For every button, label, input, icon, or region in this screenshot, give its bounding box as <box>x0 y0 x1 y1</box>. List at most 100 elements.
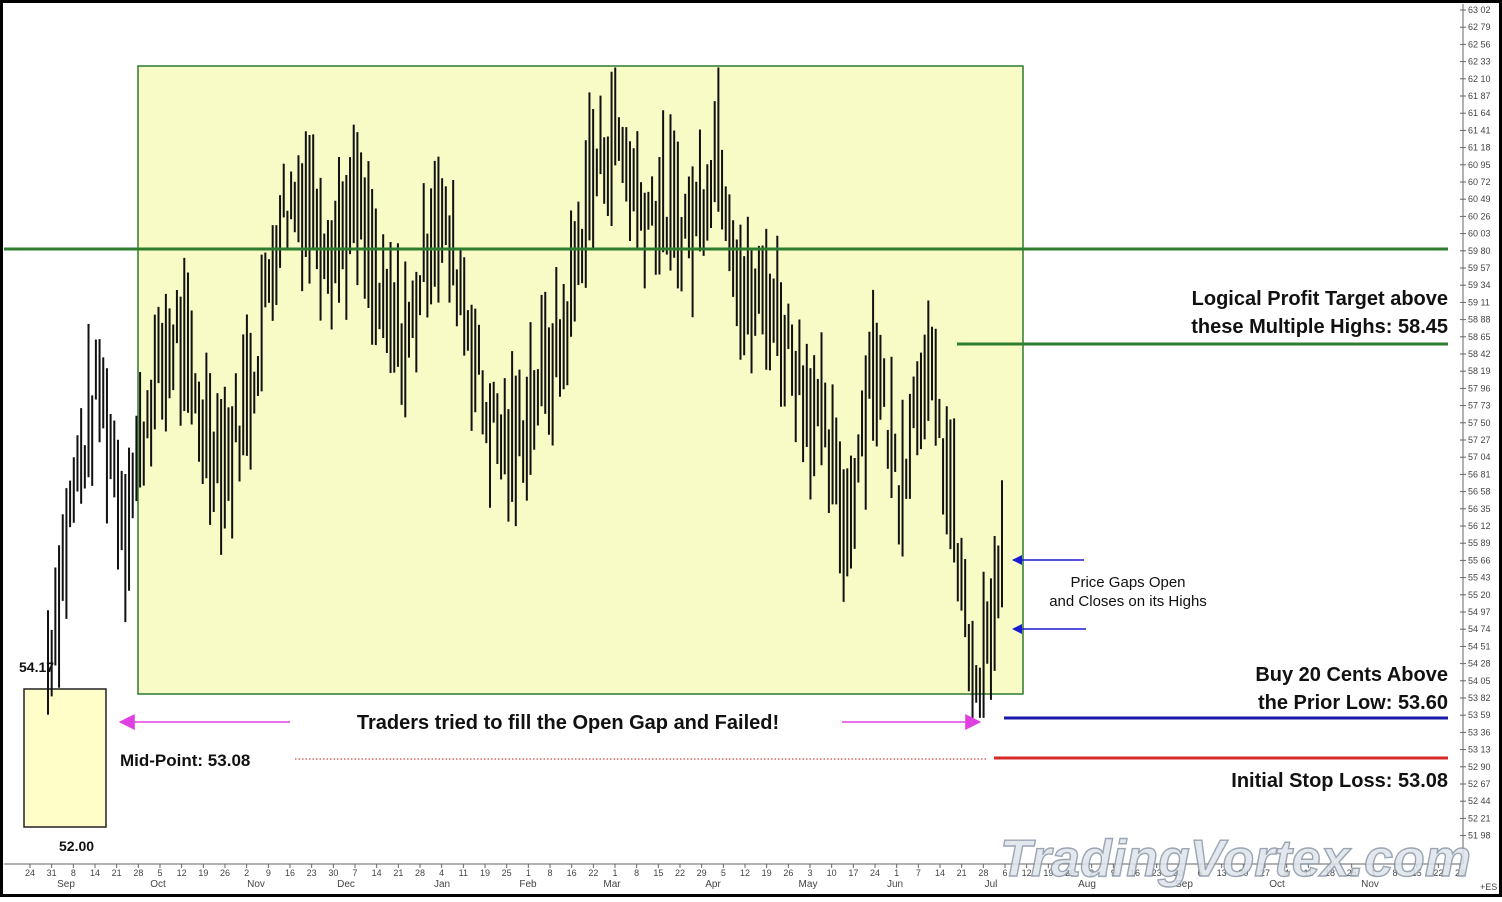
midpoint-label: Mid-Point: 53.08 <box>120 751 250 770</box>
price-tick-label: 63 02 <box>1468 5 1491 15</box>
price-tick-label: 56 58 <box>1468 487 1491 497</box>
price-tick-label: 61 41 <box>1468 125 1491 135</box>
price-tick-label: 59 34 <box>1468 280 1491 290</box>
month-label: Jan <box>434 879 450 890</box>
day-tick-label: 19 <box>1043 868 1053 878</box>
stop-loss-label: Initial Stop Loss: 53.08 <box>1231 770 1448 792</box>
day-tick-label: 1 <box>1371 868 1376 878</box>
price-tick-label: 60 72 <box>1468 177 1491 187</box>
day-tick-label: 27 <box>1260 868 1270 878</box>
price-tick-label: 55 20 <box>1468 590 1491 600</box>
price-tick-label: 62 10 <box>1468 74 1491 84</box>
day-tick-label: 19 <box>762 868 772 878</box>
day-tick-label: 12 <box>1022 868 1032 878</box>
day-tick-label: 4 <box>1284 868 1289 878</box>
day-tick-label: 23 <box>307 868 317 878</box>
price-tick-label: 57 50 <box>1468 418 1491 428</box>
price-tick-label: 57 04 <box>1468 452 1491 462</box>
day-tick-label: 16 <box>285 868 295 878</box>
day-tick-label: 8 <box>634 868 639 878</box>
month-label: May <box>799 879 818 890</box>
price-tick-label: 52 44 <box>1468 796 1491 806</box>
price-tick-label: 62 56 <box>1468 39 1491 49</box>
price-tick-label: 58 42 <box>1468 349 1491 359</box>
day-tick-label: 4 <box>439 868 444 878</box>
price-axis-ticks: 63 02 62 79 62 56 62 33 62 10 61 87 61 64 61 41… <box>1460 5 1491 841</box>
gap-arrow-lower-head <box>1012 624 1022 634</box>
day-tick-label: 22 <box>588 868 598 878</box>
buy-label-line2: the Prior Low: 53.60 <box>1258 692 1448 714</box>
day-tick-label: 2 <box>1089 868 1094 878</box>
day-tick-label: 26 <box>783 868 793 878</box>
day-tick-label: 19 <box>480 868 490 878</box>
price-tick-label: 60 03 <box>1468 229 1491 239</box>
price-tick-label: 58 88 <box>1468 315 1491 325</box>
price-tick-label: 53 59 <box>1468 710 1491 720</box>
profit-target-label-line2: these Multiple Highs: 58.45 <box>1191 316 1448 338</box>
month-label: Dec <box>337 879 355 890</box>
day-tick-label: 21 <box>112 868 122 878</box>
day-tick-label: 11 <box>1304 868 1313 878</box>
day-tick-label: 22 <box>675 868 685 878</box>
month-label: Aug <box>1078 879 1096 890</box>
month-label: Jul <box>985 879 998 890</box>
day-tick-label: 3 <box>807 868 812 878</box>
price-tick-label: 60 26 <box>1468 211 1491 221</box>
day-tick-label: 24 <box>25 868 35 878</box>
price-tick-label: 62 33 <box>1468 57 1491 67</box>
price-tick-label: 53 13 <box>1468 745 1491 755</box>
month-label: Oct <box>1269 879 1285 890</box>
price-tick-label: 53 82 <box>1468 693 1491 703</box>
gap-note-line2: and Closes on its Highs <box>1049 593 1207 610</box>
day-tick-label: 12 <box>177 868 187 878</box>
month-label: Feb <box>519 879 537 890</box>
day-tick-label: 22 <box>1433 868 1443 878</box>
day-tick-label: 26 <box>220 868 230 878</box>
price-tick-label: 59 11 <box>1468 297 1490 307</box>
price-tick-label: 56 35 <box>1468 504 1491 514</box>
month-label: Sep <box>57 879 75 890</box>
day-tick-label: 14 <box>935 868 945 878</box>
day-tick-label: 21 <box>957 868 967 878</box>
price-tick-label: 60 95 <box>1468 160 1491 170</box>
watermark-logo: TradingVortex.com <box>1000 830 1471 888</box>
day-tick-label: 14 <box>90 868 100 878</box>
axis-corner-label: +ES <box>1480 882 1497 892</box>
day-tick-label: 8 <box>547 868 552 878</box>
day-tick-label: 8 <box>71 868 76 878</box>
price-tick-label: 61 18 <box>1468 143 1491 153</box>
day-tick-label: 2 <box>244 868 249 878</box>
price-tick-label: 54 74 <box>1468 624 1491 634</box>
day-tick-label: 15 <box>1412 868 1422 878</box>
day-tick-label: 18 <box>1325 868 1335 878</box>
price-tick-label: 59 80 <box>1468 246 1491 256</box>
day-tick-label: 28 <box>133 868 143 878</box>
month-label: Apr <box>705 879 721 890</box>
trading-range-box <box>137 65 1024 695</box>
day-tick-label: 5 <box>157 868 162 878</box>
day-tick-label: 16 <box>1130 868 1140 878</box>
day-tick-label: 9 <box>1111 868 1116 878</box>
day-tick-label: 23 <box>1152 868 1162 878</box>
price-tick-label: 51 98 <box>1468 831 1491 841</box>
day-tick-label: 29 <box>697 868 707 878</box>
month-label: Nov <box>1361 879 1379 890</box>
price-tick-label: 55 66 <box>1468 555 1491 565</box>
profit-target-label-line1: Logical Profit Target above <box>1192 288 1448 310</box>
price-tick-label: 52 21 <box>1468 813 1491 823</box>
day-tick-label: 11 <box>459 868 468 878</box>
price-tick-label: 58 19 <box>1468 366 1491 376</box>
day-tick-label: 6 <box>1197 868 1202 878</box>
gap-high-label: 54.17 <box>19 659 54 675</box>
price-tick-label: 52 90 <box>1468 762 1491 772</box>
day-tick-label: 25 <box>1347 868 1357 878</box>
day-tick-label: 9 <box>266 868 271 878</box>
gap-note-line1: Price Gaps Open <box>1070 574 1185 591</box>
day-tick-label: 24 <box>870 868 880 878</box>
month-label: Mar <box>603 879 621 890</box>
price-tick-label: 61 87 <box>1468 91 1491 101</box>
day-tick-label: 17 <box>848 868 858 878</box>
day-tick-label: 10 <box>827 868 837 878</box>
day-tick-label: 30 <box>1173 868 1183 878</box>
